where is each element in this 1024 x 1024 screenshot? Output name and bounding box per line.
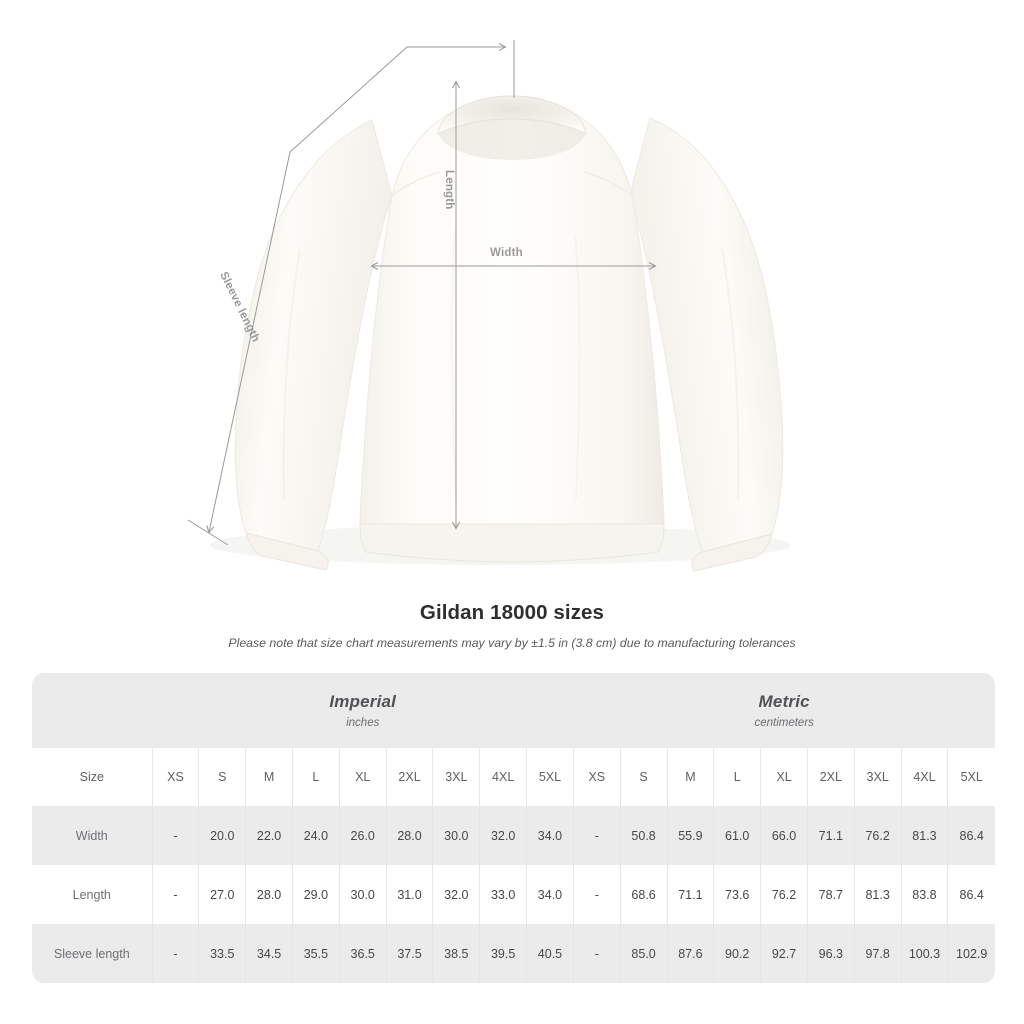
measurement-cell: 29.0 [292,865,340,924]
unit-section-imperial: Imperial inches [152,673,574,748]
measurement-cell: 31.0 [385,865,433,924]
measurement-cell: - [151,924,199,983]
measurement-cell: 27.0 [198,865,246,924]
measurement-cell: 50.8 [619,806,667,865]
measurement-cell: 76.2 [760,865,808,924]
measurement-cell: - [151,865,199,924]
measurement-cell: 86.4 [947,865,995,924]
measurement-cell: 68.6 [619,865,667,924]
unit-banner-spacer [32,673,153,748]
heading-block: Gildan 18000 sizes Please note that size… [0,601,1024,650]
measurement-cell: - [151,806,199,865]
table-row: Width -20.0 22.0 24.0 26.0 28.0 30.0 32.0 34.0-5… [32,806,995,865]
measurement-cell: 66.0 [760,806,808,865]
measurement-cell: 100.3 [900,924,948,983]
measurement-cell: 40.5 [526,924,574,983]
size-column-header-m-metric: M [666,748,714,806]
size-column-header-2xl-imperial: 2XL [385,748,433,806]
measurement-cell: 26.0 [338,806,387,865]
measurement-row-label: Width [32,806,153,865]
measurement-cell: 76.2 [853,806,902,865]
size-column-header-4xl-metric: 4XL [900,748,948,806]
measurement-row-label: Length [32,865,153,924]
measurement-cell: 87.6 [666,924,714,983]
measurement-cell: 86.4 [947,806,995,865]
size-column-header-3xl-metric: 3XL [853,748,902,806]
sweatshirt-illustration [187,40,790,572]
size-header-row: Size XS S M L XL 2XL 3XL 4XL 5XL XS S M L XL 2XL 3XL 4XL 5… [32,748,995,806]
unit-section-name: Metric [758,692,810,711]
measurement-cell: 34.0 [526,806,574,865]
unit-banner-row: Imperial inches Metric centimeters [32,673,995,748]
dimension-label-width: Width [490,247,523,259]
measurement-cell: 32.0 [479,806,527,865]
measurement-cell: 38.5 [432,924,480,983]
measurement-cell: 97.8 [853,924,902,983]
measurement-cell: 61.0 [713,806,761,865]
measurement-cell: 85.0 [619,924,667,983]
measurement-cell: - [572,865,621,924]
table-row: Sleeve length -33.5 34.5 35.5 36.5 37.5 38.5 39… [32,924,995,983]
measurement-cell: 71.1 [666,865,714,924]
size-header-label: Size [32,748,153,806]
measurement-cell: 83.8 [900,865,948,924]
size-column-header-2xl-metric: 2XL [806,748,855,806]
unit-section-name: Imperial [329,692,397,711]
size-chart-table: Imperial inches Metric centimeters Size XS S M… [32,673,995,983]
size-column-header-5xl-imperial: 5XL [526,748,574,806]
measurement-cell: 90.2 [713,924,761,983]
measurement-cell: 35.5 [292,924,340,983]
measurement-cell: 24.0 [292,806,340,865]
measurement-cell: 32.0 [432,865,480,924]
measurement-cell: 20.0 [198,806,246,865]
measurement-cell: 55.9 [666,806,714,865]
unit-section-subtitle: centimeters [754,717,814,729]
size-column-header-xl-metric: XL [760,748,808,806]
measurement-cell: 92.7 [760,924,808,983]
size-column-header-5xl-metric: 5XL [947,748,995,806]
size-column-header-l-imperial: L [292,748,340,806]
measurement-cell: 33.0 [479,865,527,924]
size-column-header-s-metric: S [619,748,667,806]
size-chart-table-wrapper: Imperial inches Metric centimeters Size XS S M… [32,673,995,983]
size-column-header-l-metric: L [713,748,761,806]
measurement-cell: 30.0 [338,865,387,924]
tolerance-note: Please note that size chart measurements… [228,636,796,650]
size-column-header-xl-imperial: XL [338,748,387,806]
measurement-cell: 71.1 [806,806,855,865]
page-title: Gildan 18000 sizes [419,601,605,624]
measurement-cell: 78.7 [806,865,855,924]
product-figure: Length Width Sleeve length [187,40,790,572]
size-column-header-m-imperial: M [245,748,293,806]
measurement-cell: 22.0 [245,806,293,865]
measurement-cell: 30.0 [432,806,480,865]
measurement-cell: 37.5 [385,924,433,983]
measurement-cell: 28.0 [245,865,293,924]
size-chart-tbody: Width -20.0 22.0 24.0 26.0 28.0 30.0 32.0 34.0-5… [32,806,995,983]
size-column-header-xs-imperial: XS [151,748,199,806]
measurement-row-label: Sleeve length [32,924,153,983]
measurement-cell: 73.6 [713,865,761,924]
measurement-cell: - [572,924,621,983]
size-column-header-4xl-imperial: 4XL [479,748,527,806]
measurement-cell: 28.0 [385,806,433,865]
measurement-cell: 34.5 [245,924,293,983]
measurement-cell: 81.3 [900,806,948,865]
measurement-cell: - [572,806,621,865]
dimension-label-length: Length [443,170,455,210]
measurement-cell: 39.5 [479,924,527,983]
size-column-header-s-imperial: S [198,748,246,806]
measurement-cell: 96.3 [806,924,855,983]
measurement-cell: 33.5 [198,924,246,983]
size-column-header-3xl-imperial: 3XL [432,748,480,806]
measurement-cell: 36.5 [338,924,387,983]
measurement-cell: 34.0 [526,865,574,924]
size-column-header-xs-metric: XS [572,748,621,806]
table-row: Length -27.0 28.0 29.0 30.0 31.0 32.0 33.0 34.0-… [32,865,995,924]
measurement-cell: 102.9 [947,924,995,983]
unit-section-subtitle: inches [346,717,380,729]
size-chart-thead: Imperial inches Metric centimeters Size XS S M… [32,673,995,806]
measurement-cell: 81.3 [853,865,902,924]
unit-section-metric: Metric centimeters [573,673,995,748]
